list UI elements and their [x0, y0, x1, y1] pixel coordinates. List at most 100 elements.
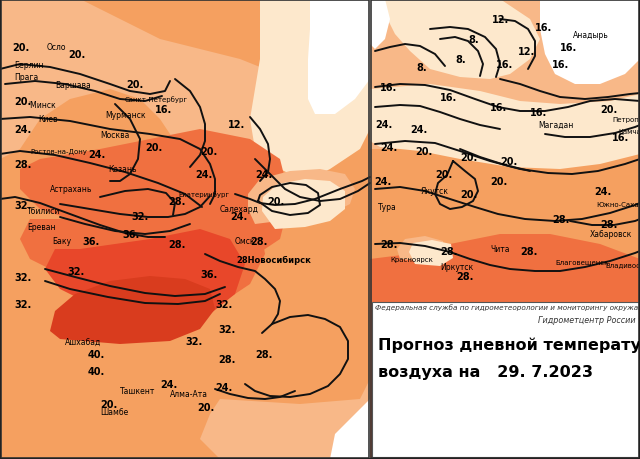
Text: 24.: 24.: [160, 379, 177, 389]
Text: 8.: 8.: [468, 35, 479, 45]
Polygon shape: [262, 179, 345, 230]
Text: 32.: 32.: [14, 299, 31, 309]
Text: Алма-Ата: Алма-Ата: [170, 390, 208, 398]
Text: Москва: Москва: [100, 130, 129, 139]
Text: 20.: 20.: [435, 170, 452, 179]
Text: воздуха на   29. 7.2023: воздуха на 29. 7.2023: [378, 364, 593, 379]
Text: 20.: 20.: [197, 402, 214, 412]
Text: 24.: 24.: [410, 125, 428, 134]
Text: 24.: 24.: [255, 170, 272, 179]
Text: Прогноз дневной температуры: Прогноз дневной температуры: [378, 337, 640, 353]
Text: 32.: 32.: [215, 299, 232, 309]
Text: Анадырь: Анадырь: [573, 30, 609, 39]
Text: 8.: 8.: [416, 63, 427, 73]
Text: 8.: 8.: [455, 55, 466, 65]
Bar: [0, 0, 370, 459]
Polygon shape: [370, 0, 390, 50]
Text: Мурманск: Мурманск: [105, 110, 146, 119]
Text: 20.: 20.: [14, 97, 31, 107]
Text: 24.: 24.: [14, 125, 31, 134]
Text: 20.: 20.: [500, 157, 517, 167]
Text: 28.: 28.: [456, 271, 474, 281]
Text: 28.: 28.: [168, 240, 186, 249]
Text: 28.: 28.: [380, 240, 397, 249]
Text: 16.: 16.: [560, 43, 577, 53]
Text: 16.: 16.: [380, 83, 397, 93]
Text: 16.: 16.: [535, 23, 552, 33]
Text: Прага: Прага: [14, 73, 38, 81]
Polygon shape: [200, 379, 370, 459]
Text: Берлин: Берлин: [14, 61, 44, 69]
Text: 24.: 24.: [374, 177, 391, 187]
Text: 32.: 32.: [131, 212, 148, 222]
Polygon shape: [380, 0, 540, 80]
Text: 20.: 20.: [415, 147, 432, 157]
Text: 36.: 36.: [82, 236, 99, 246]
Text: 20.: 20.: [200, 147, 217, 157]
Text: 20.: 20.: [600, 105, 617, 115]
Text: Хабаровск: Хабаровск: [590, 230, 632, 239]
Text: Камчатский: Камчатский: [618, 129, 640, 134]
Text: 32.: 32.: [185, 336, 202, 346]
Text: 12.: 12.: [492, 15, 509, 25]
Text: 24.: 24.: [594, 187, 611, 196]
Text: Якутск: Якутск: [420, 187, 448, 196]
Text: 40.: 40.: [88, 366, 105, 376]
Text: Южно-Сахалинск: Южно-Сахалинск: [596, 202, 640, 207]
Text: 20.: 20.: [267, 196, 284, 207]
Text: 16.: 16.: [490, 103, 508, 113]
Text: 32.: 32.: [218, 325, 236, 334]
Text: 28.: 28.: [250, 236, 268, 246]
Polygon shape: [575, 319, 640, 391]
Text: Ташкент: Ташкент: [120, 386, 156, 396]
Text: 'Минск: 'Минск: [28, 100, 56, 109]
Polygon shape: [248, 170, 355, 224]
Text: 20.: 20.: [126, 80, 143, 90]
Bar: [372, 302, 639, 457]
Text: 28.: 28.: [255, 349, 273, 359]
Bar: [371, 1, 639, 458]
Text: 28.: 28.: [520, 246, 538, 257]
Polygon shape: [330, 399, 370, 459]
Text: 28.: 28.: [218, 354, 236, 364]
Text: 20.: 20.: [490, 177, 508, 187]
Bar: [370, 0, 640, 150]
Polygon shape: [250, 0, 370, 179]
Text: Гидрометцентр России: Гидрометцентр России: [538, 315, 636, 325]
Text: 32.: 32.: [14, 201, 31, 211]
Text: 36.: 36.: [200, 269, 217, 280]
Text: 16.: 16.: [530, 108, 547, 118]
Text: Ашхабад: Ашхабад: [65, 337, 101, 346]
Text: 20.: 20.: [145, 143, 163, 153]
Text: 16.: 16.: [440, 93, 457, 103]
Text: Санкт-Петербург: Санкт-Петербург: [125, 96, 188, 103]
Text: 24.: 24.: [215, 382, 232, 392]
Polygon shape: [50, 276, 215, 344]
Polygon shape: [370, 85, 640, 170]
Text: 20.: 20.: [100, 399, 117, 409]
Text: Владивосток: Владивосток: [605, 262, 640, 268]
Text: 28.: 28.: [168, 196, 186, 207]
Text: Салехард: Салехард: [220, 205, 259, 214]
Text: Баку: Баку: [52, 237, 71, 246]
Text: 36.: 36.: [122, 230, 140, 240]
Text: Шамбе: Шамбе: [100, 408, 128, 417]
Text: Ростов-на-Дону: Ростов-на-Дону: [30, 149, 87, 155]
Polygon shape: [20, 195, 265, 309]
Text: 28.: 28.: [552, 214, 570, 224]
Text: Чита: Чита: [490, 245, 509, 254]
Text: 16.: 16.: [155, 105, 172, 115]
Text: Федеральная служба по гидрометеорологии и мониторингу окружающей среды: Федеральная служба по гидрометеорологии …: [375, 303, 640, 310]
Polygon shape: [45, 230, 245, 325]
Text: Варшава: Варшава: [55, 80, 91, 90]
Text: 20.: 20.: [460, 190, 477, 200]
Text: Петропавловск: Петропавловск: [612, 117, 640, 123]
Polygon shape: [370, 235, 640, 459]
Text: 24.: 24.: [88, 150, 105, 160]
Bar: [1, 1, 369, 458]
Polygon shape: [20, 130, 290, 264]
Text: Астрахань: Астрахань: [50, 185, 92, 194]
Text: Тура: Тура: [378, 203, 397, 212]
Text: Иркутск: Иркутск: [440, 262, 473, 271]
Text: 28.: 28.: [440, 246, 458, 257]
